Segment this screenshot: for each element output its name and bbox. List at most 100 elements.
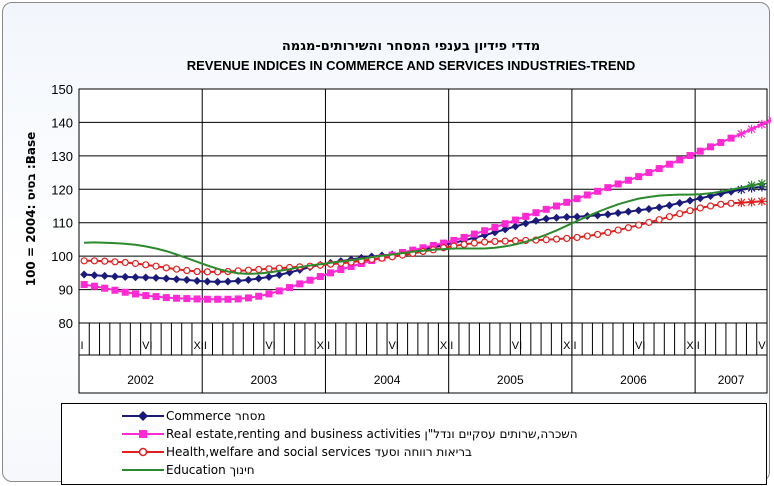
data-point	[152, 262, 160, 270]
data-point	[563, 234, 571, 243]
month-label: I	[81, 340, 84, 352]
data-point	[542, 205, 550, 213]
data-point	[172, 275, 181, 284]
data-point	[224, 295, 232, 303]
data-point	[450, 236, 458, 244]
data-point	[583, 191, 591, 199]
data-point	[131, 273, 140, 282]
data-point	[440, 239, 448, 247]
y-axis-ticks: 80 90 100 110 120 130 140 150	[51, 82, 73, 331]
data-point	[316, 273, 324, 281]
data-point	[665, 213, 674, 221]
chart-svg: מדדי פידיון בענפי המסחר והשירותים-מגמה R…	[24, 39, 771, 394]
data-point	[635, 173, 643, 181]
data-point	[275, 270, 284, 279]
data-point	[552, 202, 560, 210]
data-point	[481, 227, 489, 235]
month-label: XII	[686, 340, 699, 352]
data-point	[264, 272, 273, 281]
data-point	[655, 216, 663, 224]
data-point	[121, 272, 130, 281]
data-point	[593, 230, 602, 239]
data-point	[696, 194, 705, 203]
data-point	[173, 294, 181, 302]
data-point	[573, 195, 581, 203]
data-point	[244, 266, 253, 274]
data-point	[347, 263, 355, 271]
year-label: 2004	[374, 373, 401, 387]
data-point	[511, 222, 520, 231]
month-label: XII	[563, 340, 576, 352]
legend-label-real-estate: Real estate,renting and business activit…	[166, 427, 578, 441]
data-point	[244, 294, 252, 302]
data-point	[685, 196, 694, 205]
data-point	[665, 160, 673, 168]
data-point	[141, 273, 150, 282]
plot-area	[78, 88, 768, 394]
data-point	[707, 143, 715, 151]
data-point	[183, 266, 191, 275]
data-point	[583, 232, 591, 240]
data-point	[501, 237, 509, 245]
year-label: 2002	[127, 373, 154, 387]
data-point	[573, 233, 581, 242]
data-point	[223, 277, 232, 286]
data-point	[306, 276, 314, 284]
data-point	[542, 236, 550, 244]
data-point-forecast	[736, 129, 746, 139]
data-point	[234, 295, 242, 303]
data-point	[604, 184, 612, 192]
data-point	[110, 272, 119, 281]
data-point	[594, 187, 602, 195]
data-point	[552, 213, 561, 222]
data-point	[614, 180, 622, 188]
data-point	[152, 273, 161, 282]
data-point	[460, 240, 468, 249]
y-tick-label: 140	[51, 115, 73, 130]
data-point	[419, 244, 427, 252]
data-point	[604, 228, 612, 237]
chart-title-hebrew: מדדי פידיון בענפי המסחר והשירותים-מגמה	[282, 39, 540, 54]
data-point	[522, 212, 530, 220]
data-point	[634, 206, 643, 215]
data-point	[481, 238, 489, 246]
data-point	[213, 277, 222, 286]
data-point	[142, 292, 150, 300]
data-point	[542, 214, 551, 223]
series-2	[80, 196, 767, 276]
data-point	[644, 205, 653, 214]
year-label: 2006	[620, 373, 647, 387]
data-point	[635, 221, 643, 229]
month-label: XII	[193, 340, 206, 352]
data-point	[676, 210, 684, 218]
data-point	[717, 138, 725, 146]
y-tick-label: 80	[59, 316, 73, 331]
data-point	[254, 274, 263, 283]
data-point	[193, 295, 201, 303]
y-axis-label: 100 = 2004: בסיס :Base	[24, 132, 38, 287]
data-point-forecast	[757, 196, 767, 206]
legend-label-education: Education חינוך	[166, 463, 255, 477]
data-point	[286, 284, 294, 292]
data-point	[470, 230, 478, 238]
series-line	[84, 182, 763, 275]
data-point	[491, 223, 499, 231]
data-point-forecast	[757, 179, 767, 189]
data-point	[655, 165, 663, 173]
data-point	[665, 201, 674, 210]
data-point	[234, 276, 243, 285]
x-axis: IVIXIIVIXIIVIXIIVIXIIVIXIIVIXII200220032…	[78, 322, 769, 387]
data-point	[614, 226, 622, 234]
data-point	[491, 237, 499, 246]
data-point-forecast	[747, 180, 757, 190]
y-tick-label: 150	[51, 82, 73, 97]
data-point	[101, 284, 109, 292]
data-point	[686, 207, 694, 215]
data-point	[121, 258, 129, 267]
data-point	[327, 269, 335, 277]
data-point	[265, 290, 273, 298]
data-point	[214, 295, 222, 303]
data-point	[686, 152, 694, 160]
month-label: VI	[142, 340, 152, 352]
month-label: XII	[317, 340, 330, 352]
